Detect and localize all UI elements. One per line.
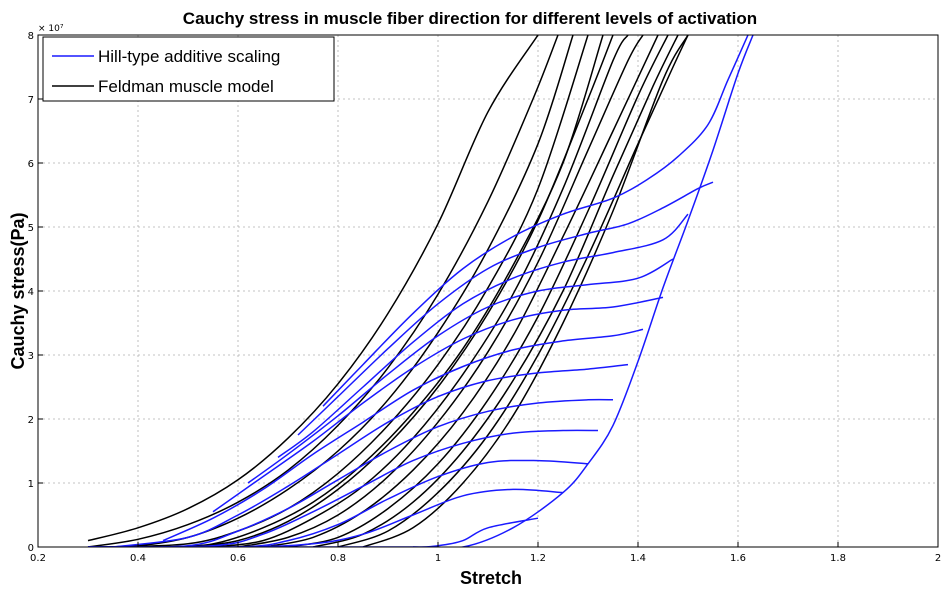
- y-tick-label: 2: [28, 415, 34, 426]
- legend-box: [42, 36, 335, 102]
- legend-label-feldman: Feldman muscle model: [98, 77, 274, 96]
- x-tick-label: 1.8: [830, 553, 846, 564]
- y-exponent-label: × 10⁷: [38, 24, 64, 34]
- y-tick-label: 7: [28, 95, 34, 106]
- series-line-feldman: [187, 35, 614, 547]
- series-line-feldman: [362, 35, 689, 547]
- x-axis-label: Stretch: [460, 568, 522, 588]
- series-line-hilltype: [247, 258, 674, 484]
- x-tick-label: 1.4: [630, 553, 646, 564]
- series-line-hilltype: [88, 488, 564, 547]
- series-line-feldman: [312, 35, 679, 547]
- series-line-hilltype: [87, 429, 599, 547]
- y-tick-label: 3: [28, 351, 34, 362]
- x-tick-label: 1: [435, 553, 441, 564]
- series-line-hilltype: [212, 296, 664, 513]
- series-line-hilltype: [87, 398, 614, 547]
- series-line-hilltype: [162, 328, 644, 542]
- series-line-feldman: [262, 35, 659, 547]
- y-tick-label: 1: [28, 479, 34, 490]
- series-line-feldman: [287, 35, 669, 547]
- x-axis-ticks: 0.2 0.4 0.6 0.8 1 1.2 1.4 1.6 1.8 2: [30, 542, 941, 564]
- x-tick-label: 0.2: [30, 553, 46, 564]
- x-tick-label: 2: [935, 553, 941, 564]
- y-tick-label: 0: [28, 543, 34, 554]
- chart-title: Cauchy stress in muscle fiber direction …: [183, 9, 757, 28]
- series-line-hilltype: [112, 363, 629, 547]
- series-line-feldman: [87, 35, 539, 542]
- y-tick-label: 4: [28, 287, 34, 298]
- y-tick-label: 8: [28, 31, 34, 42]
- x-tick-label: 1.2: [530, 553, 546, 564]
- series-line-feldman: [87, 35, 559, 547]
- series-line-hilltype: [297, 181, 714, 436]
- y-tick-label: 5: [28, 223, 34, 234]
- y-tick-label: 6: [28, 159, 34, 170]
- x-tick-label: 1.6: [730, 553, 746, 564]
- x-tick-label: 0.6: [230, 553, 246, 564]
- y-axis-label: Cauchy stress(Pa): [8, 212, 28, 369]
- series-line-hilltype: [277, 213, 689, 459]
- legend: Hill-type additive scaling Feldman muscl…: [42, 36, 335, 102]
- plot-curves: [87, 35, 754, 547]
- series-line-feldman: [112, 35, 589, 547]
- series-line-hilltype: [322, 35, 749, 407]
- legend-label-hill: Hill-type additive scaling: [98, 47, 280, 66]
- series-line-feldman: [212, 35, 629, 547]
- series-line-feldman: [87, 35, 574, 547]
- series-line-hilltype: [413, 35, 754, 547]
- x-tick-label: 0.4: [130, 553, 146, 564]
- x-tick-label: 0.8: [330, 553, 346, 564]
- series-line-hilltype: [88, 459, 589, 547]
- y-axis-ticks: 0 1 2 3 4 5 6 7 8: [28, 31, 43, 554]
- series-line-feldman: [337, 35, 689, 547]
